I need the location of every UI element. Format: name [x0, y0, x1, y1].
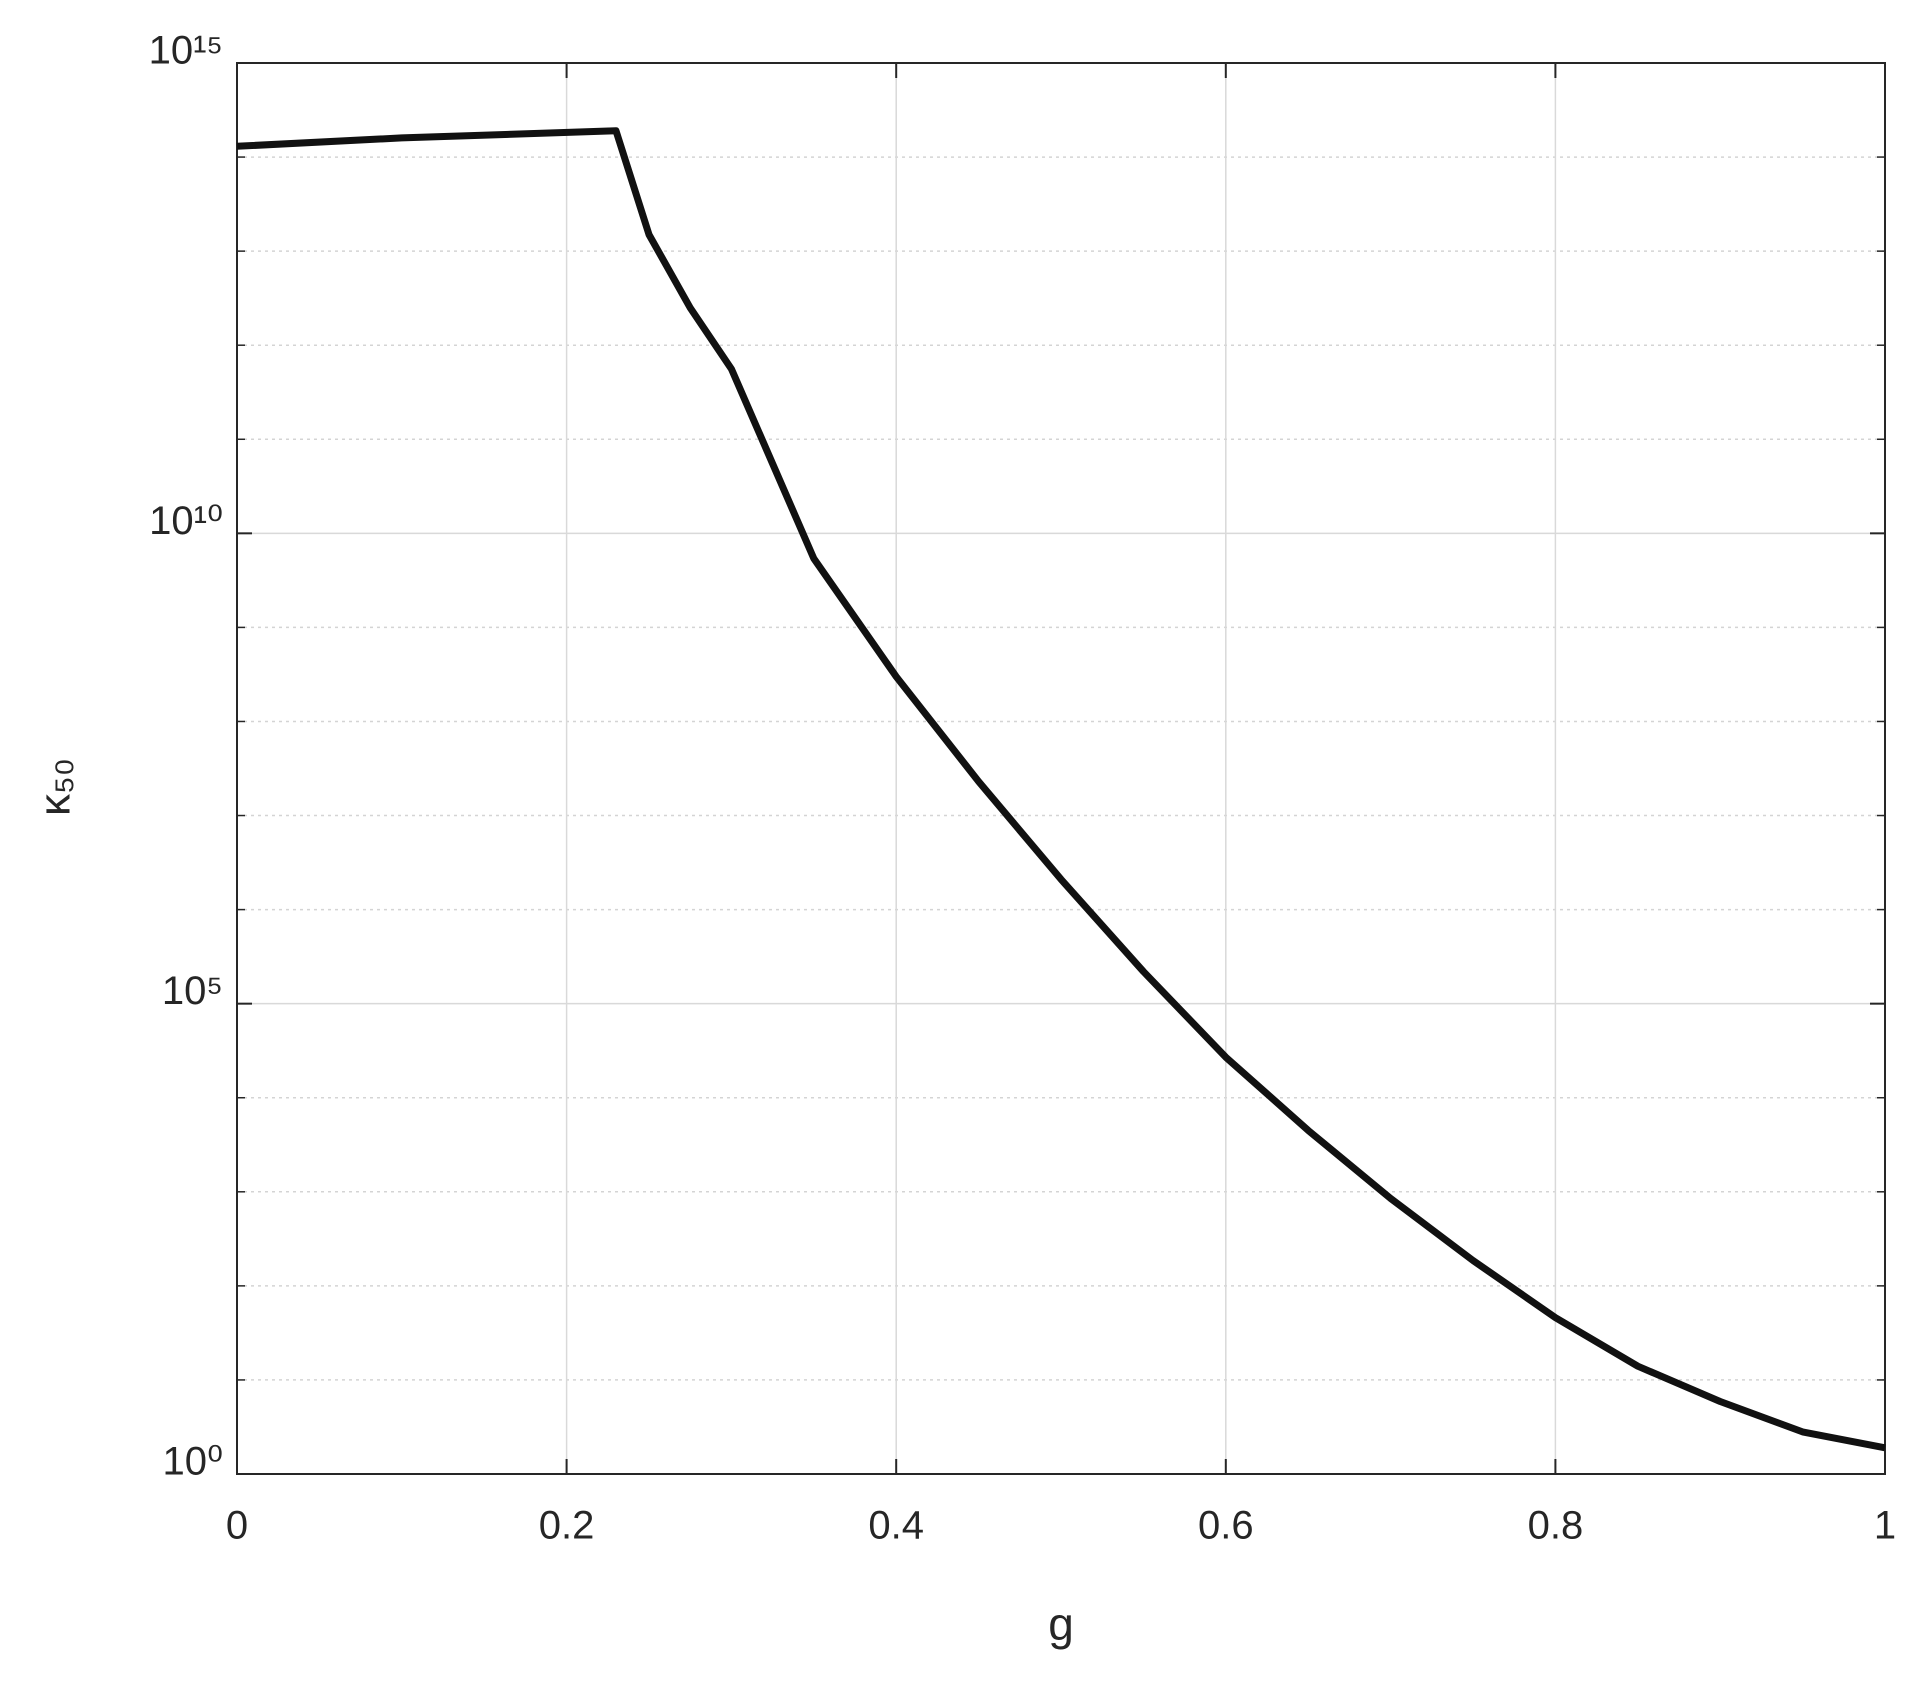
- y-tick-label: 10¹⁵: [149, 29, 223, 73]
- y-tick-label: 10¹⁰: [149, 499, 223, 543]
- x-tick-label: 0.6: [1198, 1504, 1254, 1548]
- y-tick-label: 10⁵: [162, 969, 223, 1013]
- x-axis-label: g: [1048, 1598, 1074, 1650]
- x-tick-label: 1: [1874, 1504, 1896, 1548]
- x-tick-label: 0.2: [539, 1504, 595, 1548]
- x-tick-label: 0: [226, 1504, 248, 1548]
- y-tick-label: 10⁰: [162, 1440, 223, 1484]
- plot-frame: [236, 62, 1886, 1475]
- x-tick-label: 0.8: [1528, 1504, 1584, 1548]
- data-line: [236, 127, 1886, 1452]
- x-tick-label: 0.4: [868, 1504, 924, 1548]
- y-axis-label: κ₅₀: [31, 758, 80, 816]
